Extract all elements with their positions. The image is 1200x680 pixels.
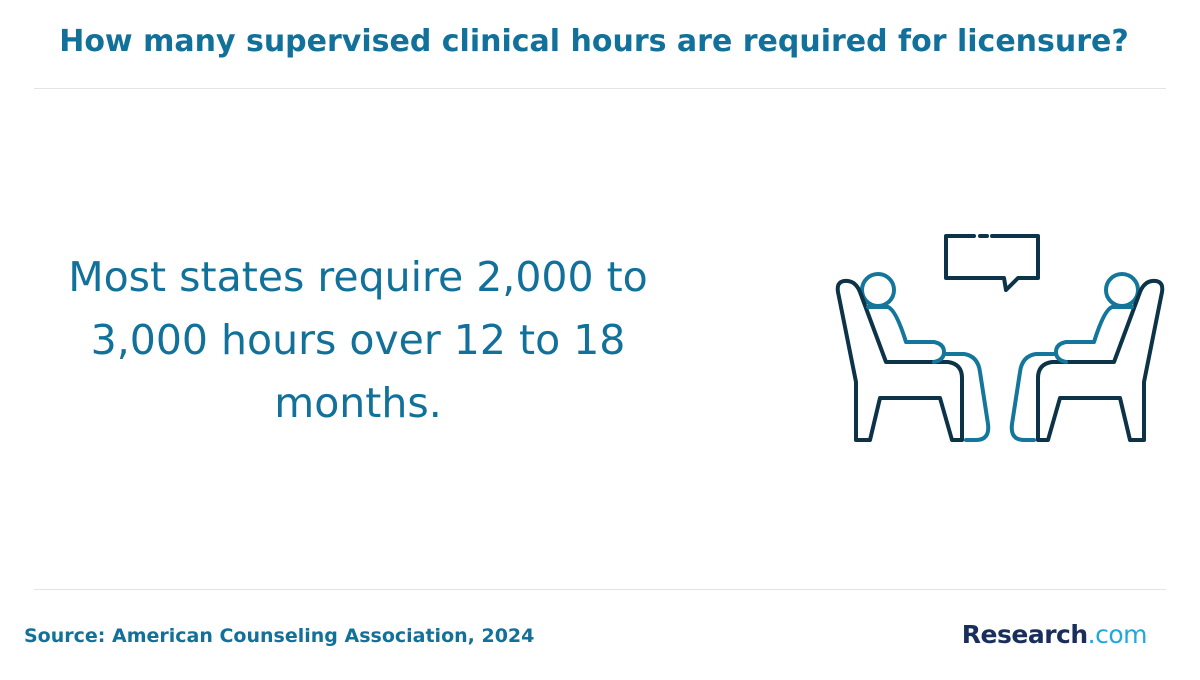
source: Source: American Counseling Association,… bbox=[24, 625, 535, 647]
divider bbox=[34, 88, 1166, 89]
title: How many supervised clinical hours are r… bbox=[59, 24, 1129, 59]
divider bbox=[34, 589, 1166, 590]
logo-suffix: .com bbox=[1087, 620, 1148, 649]
speech-bubble bbox=[944, 234, 1040, 292]
client bbox=[1009, 272, 1165, 442]
counselor bbox=[835, 272, 991, 442]
logo-name: Research bbox=[961, 620, 1088, 649]
statement: Most states require 2,000 to 3,000 hours… bbox=[68, 253, 648, 427]
logo: Research.com bbox=[961, 620, 1148, 649]
